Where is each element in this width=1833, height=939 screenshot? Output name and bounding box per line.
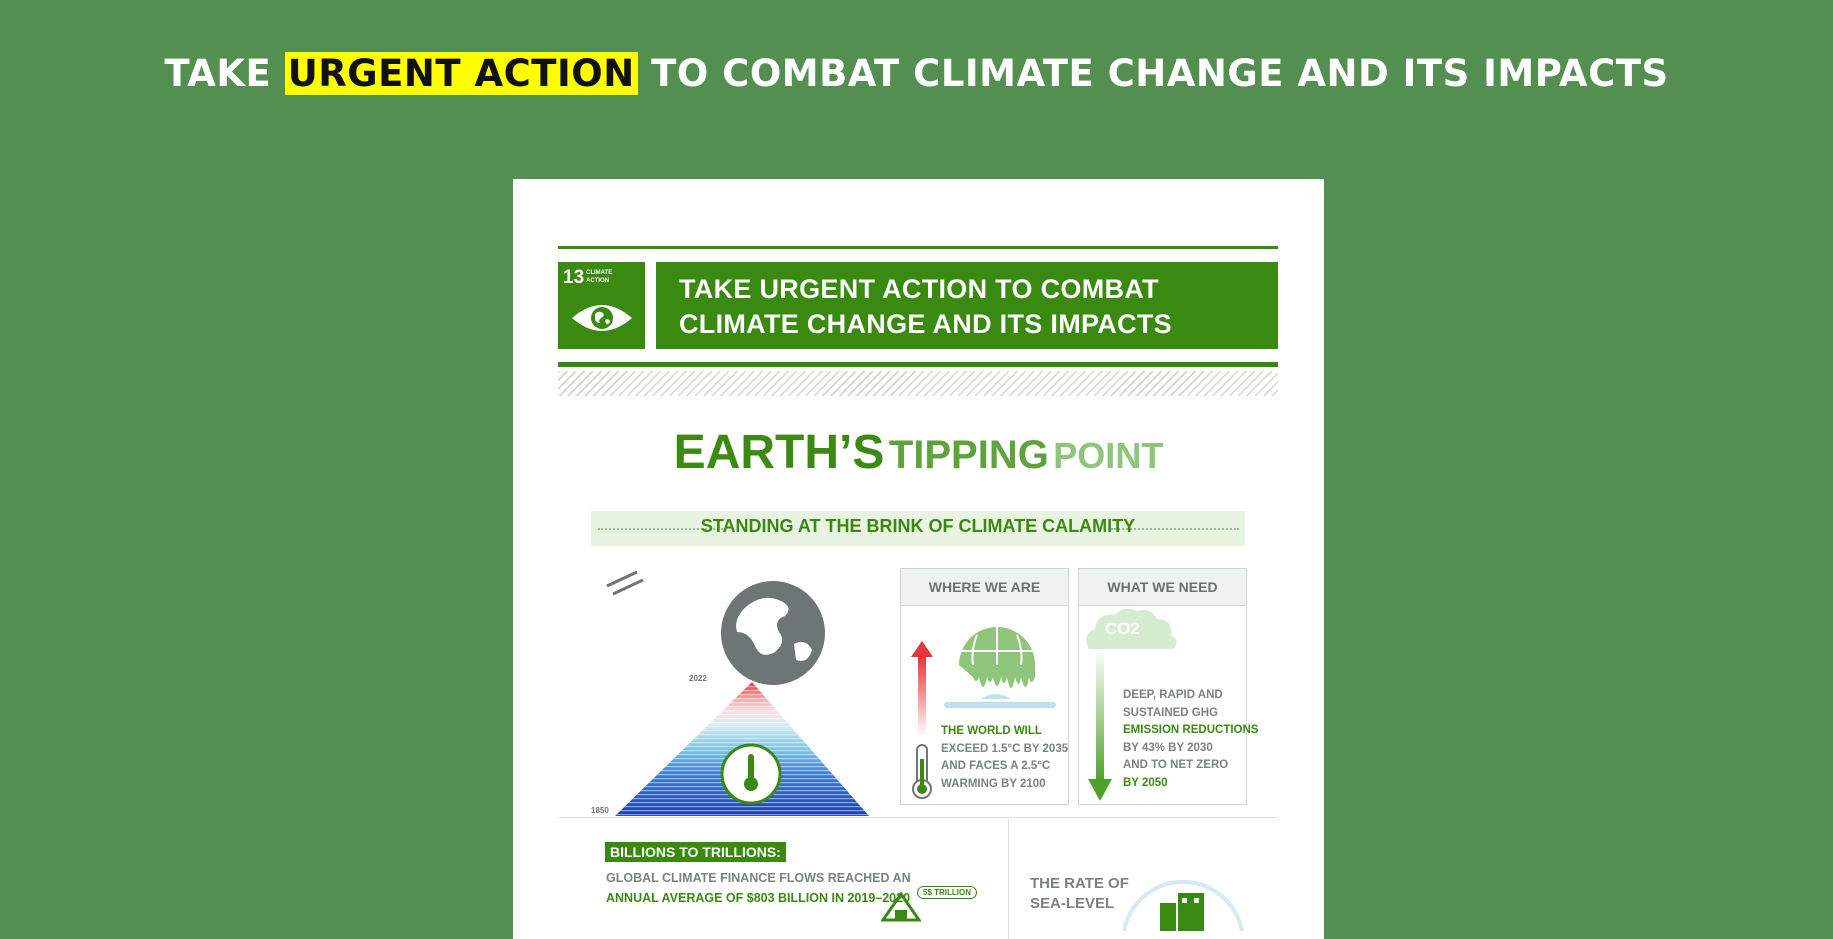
year-2022-label: 2022 bbox=[689, 674, 707, 683]
dotted-line-left bbox=[598, 528, 726, 530]
title-word-tipping: TIPPING bbox=[888, 433, 1049, 477]
need-line-5: AND TO NET ZERO bbox=[1123, 759, 1229, 771]
co2-cloud-icon bbox=[1086, 609, 1177, 649]
falling-arrow-icon bbox=[1088, 649, 1112, 801]
year-1850-label: 1850 bbox=[591, 806, 609, 815]
page-headline: TAKE URGENT ACTION TO COMBAT CLIMATE CHA… bbox=[0, 52, 1833, 95]
sdg-label: CLIMATE ACTION bbox=[586, 270, 613, 284]
banner-line-1: TAKE URGENT ACTION TO COMBAT bbox=[679, 274, 1159, 304]
headline-prefix: TAKE bbox=[164, 52, 272, 95]
hatch-pattern bbox=[558, 371, 1278, 396]
title-word-earths: EARTH’S bbox=[673, 426, 885, 479]
sdg-13-tile: 13 CLIMATE ACTION bbox=[558, 262, 645, 349]
sea-level-line-2: SEA-LEVEL bbox=[1030, 895, 1115, 912]
infographic-poster: 13 CLIMATE ACTION TAKE URGENT ACTION TO … bbox=[513, 179, 1324, 939]
dotted-line-right bbox=[1111, 528, 1239, 530]
title-word-point: POINT bbox=[1053, 435, 1164, 476]
where-line-4: WARMING BY 2100 bbox=[941, 777, 1046, 790]
poster-title: EARTH’S TIPPING POINT bbox=[513, 425, 1324, 480]
sea-level-building-icon bbox=[1122, 879, 1244, 931]
sdg-number: 13 bbox=[563, 267, 585, 288]
finance-badge: BILLIONS TO TRILLIONS: bbox=[605, 842, 786, 862]
subtitle: STANDING AT THE BRINK OF CLIMATE CALAMIT… bbox=[700, 516, 1136, 536]
top-rule bbox=[558, 246, 1278, 249]
headline-highlight: URGENT ACTION bbox=[284, 52, 638, 95]
what-we-need-heading: WHAT WE NEED bbox=[1079, 569, 1246, 606]
trillion-tag: 5$ TRILLION bbox=[917, 886, 978, 899]
need-line-6: BY 2050 bbox=[1123, 776, 1168, 789]
money-pile-icon bbox=[881, 892, 921, 922]
co2-label: CO2 bbox=[1105, 619, 1140, 638]
banner-line-2: CLIMATE CHANGE AND ITS IMPACTS bbox=[679, 309, 1172, 339]
where-line-1: THE WORLD WILL bbox=[941, 725, 1042, 737]
eye-globe-icon bbox=[572, 305, 632, 331]
subtitle-band: STANDING AT THE BRINK OF CLIMATE CALAMIT… bbox=[591, 511, 1245, 546]
finance-line-2: ANNUAL AVERAGE OF $803 BILLION IN 2019–2… bbox=[606, 891, 911, 905]
finance-line-1: GLOBAL CLIMATE FINANCE FLOWS REACHED AN bbox=[606, 871, 911, 885]
sdg-banner: TAKE URGENT ACTION TO COMBAT CLIMATE CHA… bbox=[656, 262, 1278, 349]
rising-thermometer-icon bbox=[911, 641, 933, 799]
need-line-2: SUSTAINED GHG bbox=[1123, 706, 1218, 719]
where-line-2: EXCEED 1.5°C BY 2035 bbox=[941, 742, 1069, 755]
column-divider bbox=[1008, 819, 1009, 939]
where-we-are-box: WHERE WE ARE THE WORLD WILL EXCEED 1.5°C… bbox=[900, 568, 1069, 805]
what-we-need-box: WHAT WE NEED CO2 DEEP, RAPID AND SUSTAIN… bbox=[1078, 568, 1258, 805]
need-line-4: BY 43% BY 2030 bbox=[1123, 741, 1213, 754]
section-divider bbox=[558, 817, 1278, 818]
need-line-1: DEEP, RAPID AND bbox=[1123, 689, 1223, 701]
melting-globe-icon bbox=[944, 627, 1056, 708]
where-we-are-heading: WHERE WE ARE bbox=[901, 569, 1068, 606]
headline-suffix: TO COMBAT CLIMATE CHANGE AND ITS IMPACTS bbox=[651, 52, 1669, 95]
sea-level-line-1: THE RATE OF bbox=[1030, 875, 1129, 892]
mid-rule bbox=[558, 362, 1278, 367]
need-line-3: EMISSION REDUCTIONS bbox=[1123, 724, 1259, 736]
warming-stripes-pyramid bbox=[606, 570, 869, 816]
where-line-3: AND FACES A 2.5°C bbox=[941, 760, 1051, 772]
